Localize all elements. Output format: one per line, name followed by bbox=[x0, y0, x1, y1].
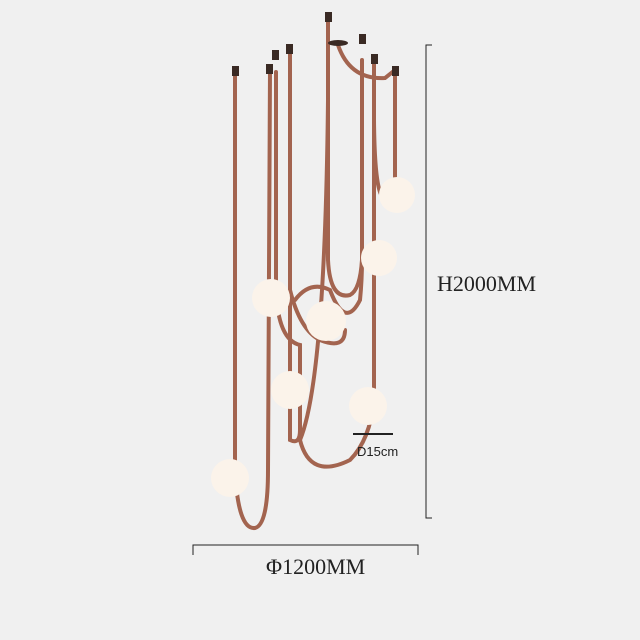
globe bbox=[271, 371, 309, 409]
globe bbox=[379, 177, 415, 213]
strap bbox=[336, 43, 397, 192]
globe bbox=[306, 301, 346, 341]
strap bbox=[297, 58, 376, 469]
diameter-label: Φ1200MM bbox=[266, 554, 366, 579]
globe bbox=[252, 279, 290, 317]
height-label: H2000MM bbox=[437, 271, 537, 296]
globe bbox=[349, 387, 387, 425]
diameter-dimension-line bbox=[192, 544, 419, 555]
globe-size-label: D15cm bbox=[357, 444, 399, 459]
height-dimension-line bbox=[425, 44, 432, 519]
glass-globes bbox=[211, 177, 415, 497]
globe bbox=[211, 459, 249, 497]
ceiling-mounts bbox=[232, 12, 399, 76]
globe bbox=[361, 240, 397, 276]
strap bbox=[293, 258, 364, 315]
dimension-lines bbox=[192, 44, 432, 555]
